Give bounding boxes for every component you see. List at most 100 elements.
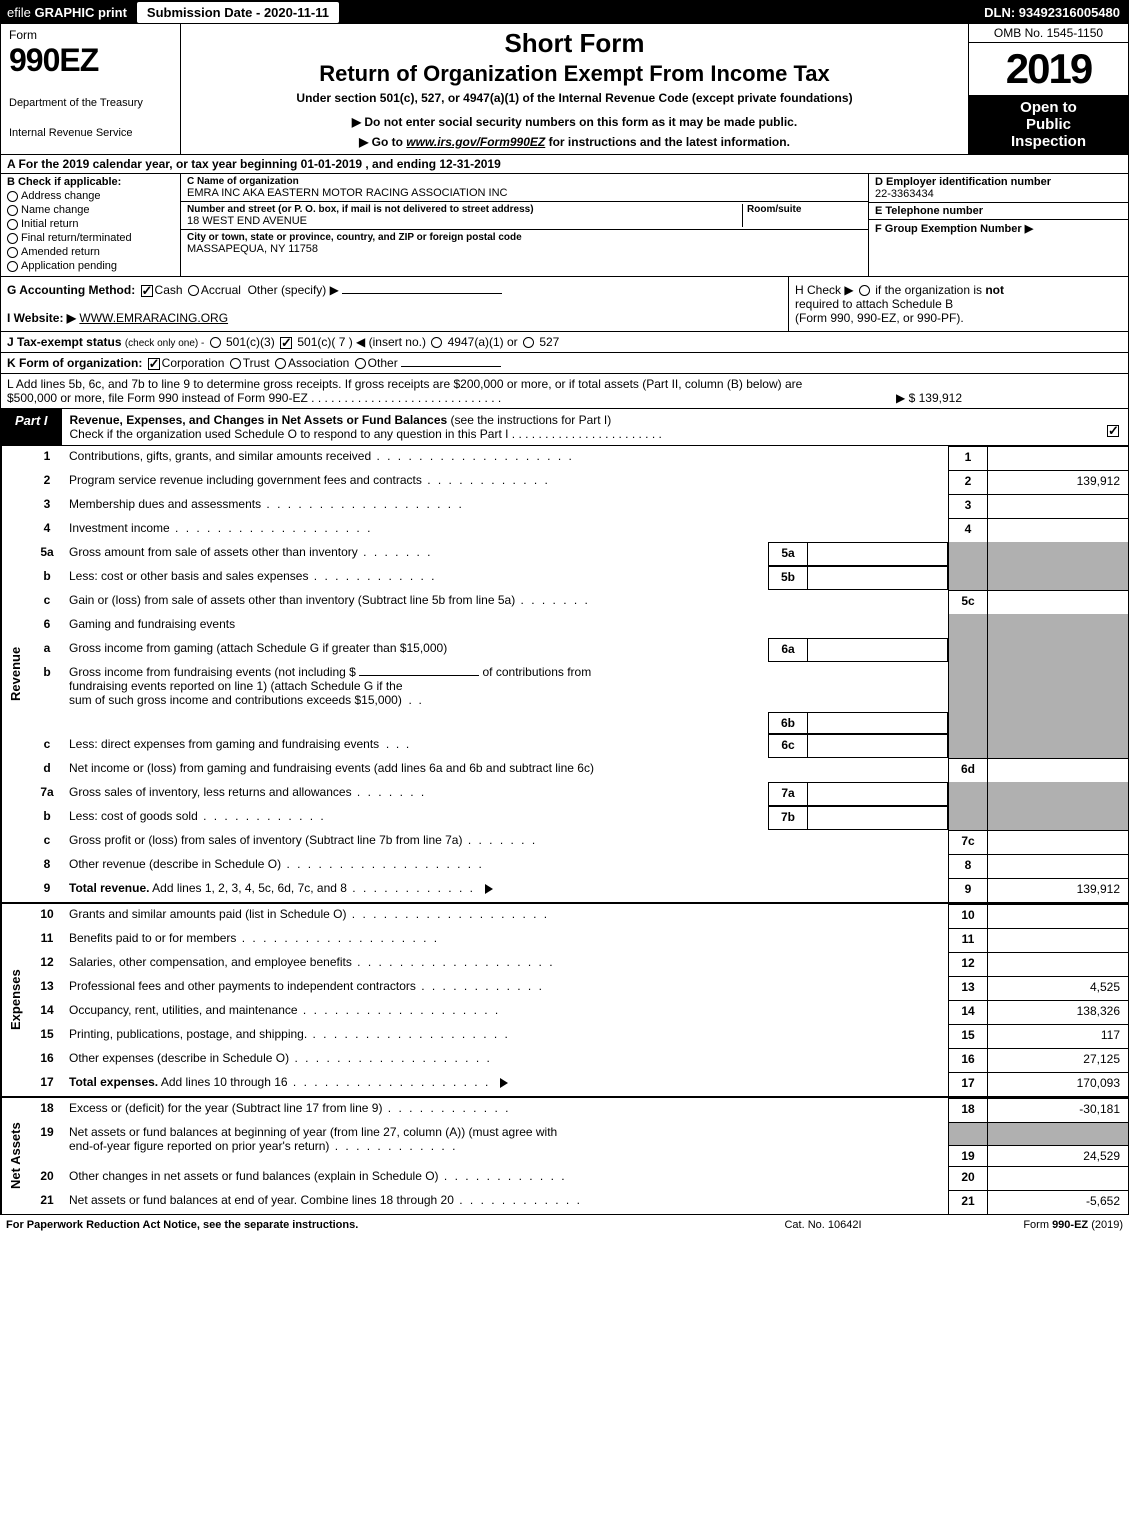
line-16-rnum: 16 [948,1048,988,1072]
line-6d-value [988,758,1128,782]
k-corporation-checkbox[interactable] [148,358,160,370]
line-13-num: 13 [29,976,65,1000]
expenses-group: Expenses 10 Grants and similar amounts p… [1,902,1128,1096]
part-i-schedule-o-checkbox[interactable] [1107,425,1119,437]
line-17: 17 Total expenses. Add lines 10 through … [29,1072,1128,1096]
f-label: F Group Exemption Number ▶ [875,222,1122,235]
line-18: 18 Excess or (deficit) for the year (Sub… [29,1098,1128,1122]
line-19-value: 24,529 [988,1145,1128,1166]
instr-goto-pre: ▶ Go to [359,135,406,149]
chk-final-return[interactable]: Final return/terminated [7,232,174,244]
h-checkbox[interactable] [859,285,870,296]
chk-application-pending[interactable]: Application pending [7,260,174,272]
line-7b-rval-shaded [988,806,1128,830]
b-label: B Check if applicable: [7,176,174,188]
line-6b-subnum: 6b [768,712,808,734]
opt-accrual: Accrual [201,283,241,297]
line-5c: c Gain or (loss) from sale of assets oth… [29,590,1128,614]
line-2: 2 Program service revenue including gove… [29,470,1128,494]
line-19-rval-shaded [988,1122,1128,1145]
h-text2: if the organization is [875,283,985,297]
website-value[interactable]: WWW.EMRARACING.ORG [79,311,228,325]
line-8-desc: Other revenue (describe in Schedule O) [65,854,948,878]
line-12-num: 12 [29,952,65,976]
g-label: G Accounting Method: [7,283,135,297]
line-6b-subval [808,712,948,734]
line-17-num: 17 [29,1072,65,1096]
line-14-rnum: 14 [948,1000,988,1024]
j-501c-checkbox[interactable] [280,337,292,349]
line-6d-desc: Net income or (loss) from gaming and fun… [65,758,948,782]
line-5b-desc: Less: cost or other basis and sales expe… [65,566,768,590]
j-527-circle[interactable] [523,337,534,348]
chk-name-change[interactable]: Name change [7,204,174,216]
line-11-desc: Benefits paid to or for members [65,928,948,952]
line-16-desc: Other expenses (describe in Schedule O) [65,1048,948,1072]
section-d-e-f: D Employer identification number 22-3363… [868,174,1128,276]
line-3: 3 Membership dues and assessments 3 [29,494,1128,518]
line-6a-desc: Gross income from gaming (attach Schedul… [65,638,768,662]
line-12-value [988,952,1128,976]
other-specify-line [342,293,502,294]
line-21-rnum: 21 [948,1190,988,1214]
line-21-num: 21 [29,1190,65,1214]
checkbox-cash[interactable] [141,285,153,297]
line-5b-rval-shaded [988,566,1128,590]
j-4947-circle[interactable] [431,337,442,348]
line-7a-subnum: 7a [768,782,808,806]
form-word: Form [9,28,172,42]
line-7c-num: c [29,830,65,854]
k-trust: Trust [243,356,270,370]
line-6a-rnum-shaded [948,638,988,662]
c-name-row: C Name of organization EMRA INC AKA EAST… [181,174,868,202]
line-8: 8 Other revenue (describe in Schedule O)… [29,854,1128,878]
checkbox-accrual[interactable] [188,285,199,296]
circle-icon [7,191,18,202]
d-ein-row: D Employer identification number 22-3363… [869,174,1128,203]
line-6d-num: d [29,758,65,782]
part-i-checkbox-cell [1098,409,1128,445]
line-18-rnum: 18 [948,1098,988,1122]
row-k-form-org: K Form of organization: Corporation Trus… [0,353,1129,374]
header-right: OMB No. 1545-1150 2019 Open to Public In… [968,24,1128,154]
line-5b-subval [808,566,948,590]
line-12: 12 Salaries, other compensation, and emp… [29,952,1128,976]
l-text1: L Add lines 5b, 6c, and 7b to line 9 to … [7,377,802,391]
k-other-line [401,366,501,367]
j-501c3-circle[interactable] [210,337,221,348]
line-14-desc: Occupancy, rent, utilities, and maintena… [65,1000,948,1024]
row-j-tax-exempt: J Tax-exempt status (check only one) - 5… [0,332,1129,353]
k-association: Association [288,356,349,370]
chk-address-change[interactable]: Address change [7,190,174,202]
circle-icon [7,247,18,258]
efile-label: efile GRAPHIC print [1,5,133,20]
k-other-circle[interactable] [355,358,366,369]
netassets-sidetab: Net Assets [1,1098,29,1214]
line-7a-rval-shaded [988,782,1128,806]
part-i-header: Part I Revenue, Expenses, and Changes in… [0,409,1129,446]
org-address: 18 WEST END AVENUE [187,215,742,227]
chk-initial-return[interactable]: Initial return [7,218,174,230]
line-19-num: 19 [29,1122,65,1166]
c-addr-label: Number and street (or P. O. box, if mail… [187,204,742,215]
irs-link[interactable]: www.irs.gov/Form990EZ [406,135,545,149]
part-i-title-bold: Revenue, Expenses, and Changes in Net As… [70,413,448,427]
footer-paperwork: For Paperwork Reduction Act Notice, see … [6,1219,723,1231]
triangle-icon [485,884,493,894]
efile-graphic-print: GRAPHIC print [34,5,126,20]
k-association-circle[interactable] [275,358,286,369]
line-20: 20 Other changes in net assets or fund b… [29,1166,1128,1190]
form-title-2: Return of Organization Exempt From Incom… [191,61,958,87]
f-group-row: F Group Exemption Number ▶ [869,220,1128,276]
line-5a: 5a Gross amount from sale of assets othe… [29,542,1128,566]
tax-year: 2019 [969,43,1128,95]
j-label: J Tax-exempt status [7,335,122,349]
header-center: Short Form Return of Organization Exempt… [181,24,968,154]
line-5c-desc: Gain or (loss) from sale of assets other… [65,590,948,614]
k-trust-circle[interactable] [230,358,241,369]
line-18-value: -30,181 [988,1098,1128,1122]
line-13-desc: Professional fees and other payments to … [65,976,948,1000]
line-19-desc: Net assets or fund balances at beginning… [65,1122,948,1166]
line-4-value [988,518,1128,542]
chk-amended-return[interactable]: Amended return [7,246,174,258]
